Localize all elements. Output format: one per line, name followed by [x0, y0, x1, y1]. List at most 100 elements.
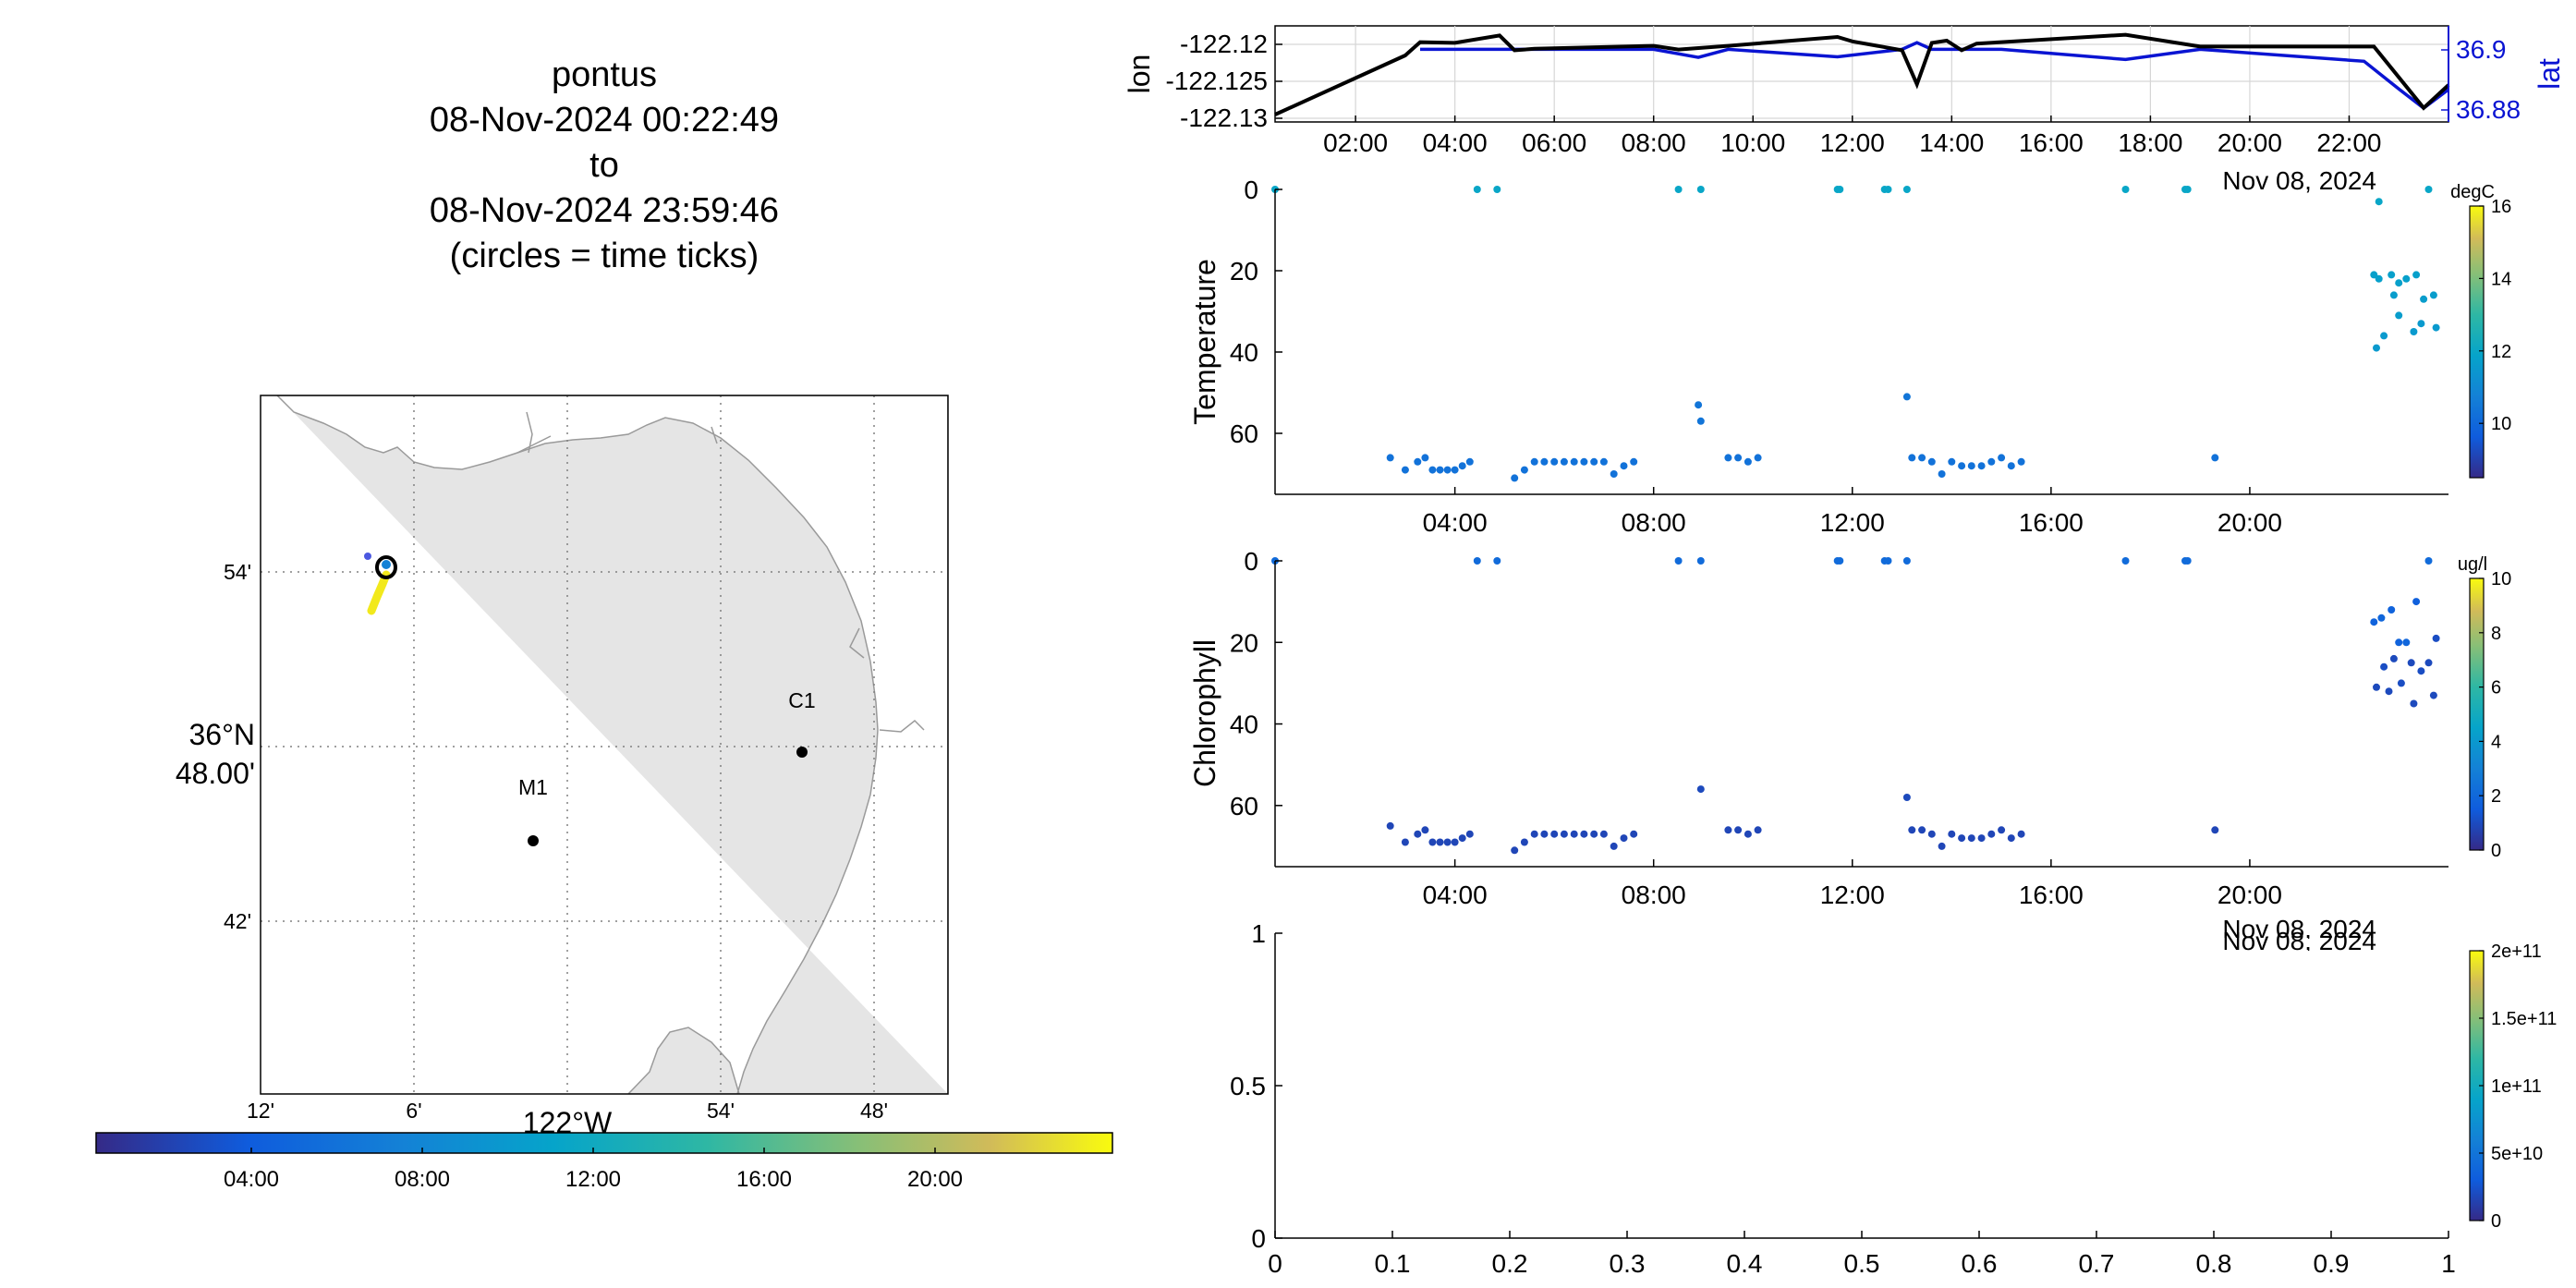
empty-y-tick-label: 1 — [1251, 919, 1266, 948]
empty-x-tick-label: 0.6 — [1962, 1249, 1998, 1278]
chlorophyll-data-point — [1436, 838, 1444, 846]
temperature-date-label: Nov 08, 2024 — [2222, 915, 2376, 943]
station-c1-label: C1 — [788, 688, 815, 712]
temperature-data-point — [2402, 274, 2411, 283]
temperature-data-point — [1696, 417, 1705, 425]
figure-title: pontus 08-Nov-2024 00:22:49 to 08-Nov-20… — [430, 55, 779, 275]
chlorophyll-data-point — [2370, 618, 2378, 626]
chlorophyll-data-point — [1473, 557, 1481, 565]
temperature-data-point — [1493, 186, 1501, 193]
chlorophyll-data-point — [1938, 842, 1946, 850]
chlorophyll-colorbar-tick-label: 10 — [2491, 569, 2511, 589]
lon-lat-y-right-ticks: 36.9 36.88 — [2441, 26, 2521, 124]
empty-x-tick-label: 0.8 — [2196, 1249, 2232, 1278]
time-colorbar-tick-1600: 16:00 — [736, 1167, 792, 1192]
chlorophyll-data-point — [2432, 634, 2440, 642]
chlorophyll-data-point — [1451, 838, 1459, 846]
map-frame — [260, 395, 949, 1095]
chlorophyll-data-point — [1401, 838, 1409, 846]
lon-lat-plot-frame — [1274, 25, 2449, 123]
temperature-data-point — [1987, 457, 1996, 466]
temperature-colorbar-ticks: 10 12 14 16 — [2479, 197, 2511, 434]
empty-colorbar-tick-label: 1.5e+11 — [2491, 1009, 2557, 1029]
chlorophyll-y-tick-label: 0 — [1244, 547, 1258, 576]
chlorophyll-data-point — [1958, 834, 1966, 843]
chlorophyll-data-point — [1967, 834, 1975, 843]
chlorophyll-data-point — [2424, 659, 2433, 667]
lon-lat-x-tick-label: 04:00 — [1423, 128, 1488, 157]
map-graticule — [261, 395, 948, 1094]
temperature-colorbar-unit: degC — [2450, 182, 2495, 202]
chlorophyll-x-tick-label: 04:00 — [1423, 881, 1488, 909]
temperature-data-point — [2420, 295, 2428, 303]
temperature-data-point — [2373, 344, 2380, 352]
temperature-data-point — [2395, 279, 2403, 287]
temperature-data-point — [2375, 198, 2383, 206]
temperature-x-tick-label: 16:00 — [2019, 508, 2084, 537]
temperature-data-point — [2211, 454, 2219, 462]
temperature-data-point — [1902, 393, 1911, 401]
temperature-data-point — [1674, 186, 1683, 193]
temperature-x-tick-label: 12:00 — [1820, 508, 1885, 537]
chlorophyll-data-point — [2407, 659, 2415, 667]
chlorophyll-data-point — [2395, 638, 2403, 647]
chlorophyll-x-tick-label: 16:00 — [2019, 881, 2084, 909]
chlorophyll-data-point — [2397, 679, 2405, 687]
temperature-data-point — [1580, 457, 1588, 466]
temperature-data-point — [1511, 474, 1519, 482]
temperature-data-point — [1918, 454, 1926, 462]
temperature-data-point — [1908, 454, 1916, 462]
lon-lat-gridlines — [1275, 26, 2448, 122]
empty-x-tick-label: 0.2 — [1492, 1249, 1528, 1278]
chlorophyll-data-point — [2424, 557, 2433, 565]
map-lon-tick-48: 48' — [860, 1099, 888, 1123]
temperature-data-point — [1630, 457, 1638, 466]
chlorophyll-data-point — [1977, 834, 1986, 843]
temperature-y-ticks: 0 20 40 60 — [1230, 176, 1282, 448]
chlorophyll-data-point — [1580, 830, 1588, 838]
temperature-data-point — [2412, 271, 2421, 279]
chlorophyll-data-point — [2017, 830, 2025, 838]
empty-y-tick-label: 0.5 — [1230, 1072, 1266, 1100]
title-line-2: 08-Nov-2024 00:22:49 — [430, 101, 779, 140]
chlorophyll-colorbar-tick-label: 4 — [2491, 732, 2501, 752]
temperature-data-point — [1458, 462, 1466, 470]
temperature-data-point — [1421, 454, 1429, 462]
chlorophyll-data-point — [1998, 826, 2006, 834]
chlorophyll-data-point — [1696, 557, 1705, 565]
empty-colorbar-ticks: 0 5e+10 1e+11 1.5e+11 2e+11 — [2479, 942, 2557, 1232]
temperature-data-point — [2424, 186, 2433, 193]
chlorophyll-colorbar-tick-label: 8 — [2491, 624, 2501, 644]
chlorophyll-data-point — [1948, 830, 1956, 838]
temperature-data-point — [1520, 466, 1528, 474]
map-lat-tick-42: 42' — [224, 909, 251, 933]
empty-x-tick-label: 0.3 — [1610, 1249, 1646, 1278]
time-colorbar-tick-0400: 04:00 — [224, 1167, 279, 1192]
chlorophyll-data-point — [2183, 557, 2192, 565]
chlorophyll-data-point — [1754, 826, 1762, 834]
temperature-data-point — [1428, 466, 1437, 474]
lat-series-line — [1420, 41, 2450, 111]
chlorophyll-points-layer — [1271, 557, 2440, 855]
chlorophyll-data-point — [2410, 699, 2418, 708]
map-track-mid — [382, 560, 391, 569]
temperature-data-point — [1599, 457, 1608, 466]
chlorophyll-data-point — [1599, 830, 1608, 838]
chlorophyll-data-point — [1620, 834, 1628, 843]
chlorophyll-data-point — [1908, 826, 1916, 834]
temperature-data-point — [1414, 457, 1422, 466]
time-colorbar — [95, 1132, 1113, 1154]
temperature-x-tick-label: 04:00 — [1423, 508, 1488, 537]
temperature-y-tick-label: 20 — [1230, 257, 1258, 286]
lon-lat-x-tick-label: 22:00 — [2316, 128, 2381, 157]
temperature-data-point — [1967, 462, 1975, 470]
temperature-data-point — [2370, 271, 2378, 279]
temperature-data-point — [1550, 457, 1559, 466]
chlorophyll-data-point — [1493, 557, 1501, 565]
temperature-data-point — [1436, 466, 1444, 474]
chlorophyll-colorbar — [2469, 577, 2485, 851]
track-map: 54' 36°N 48.00' 42' 12' 6' 122°W 54' 48'… — [95, 395, 1113, 1192]
temperature-colorbar-tick-label: 14 — [2491, 269, 2511, 289]
temperature-data-point — [1734, 454, 1743, 462]
temperature-data-point — [2017, 457, 2025, 466]
